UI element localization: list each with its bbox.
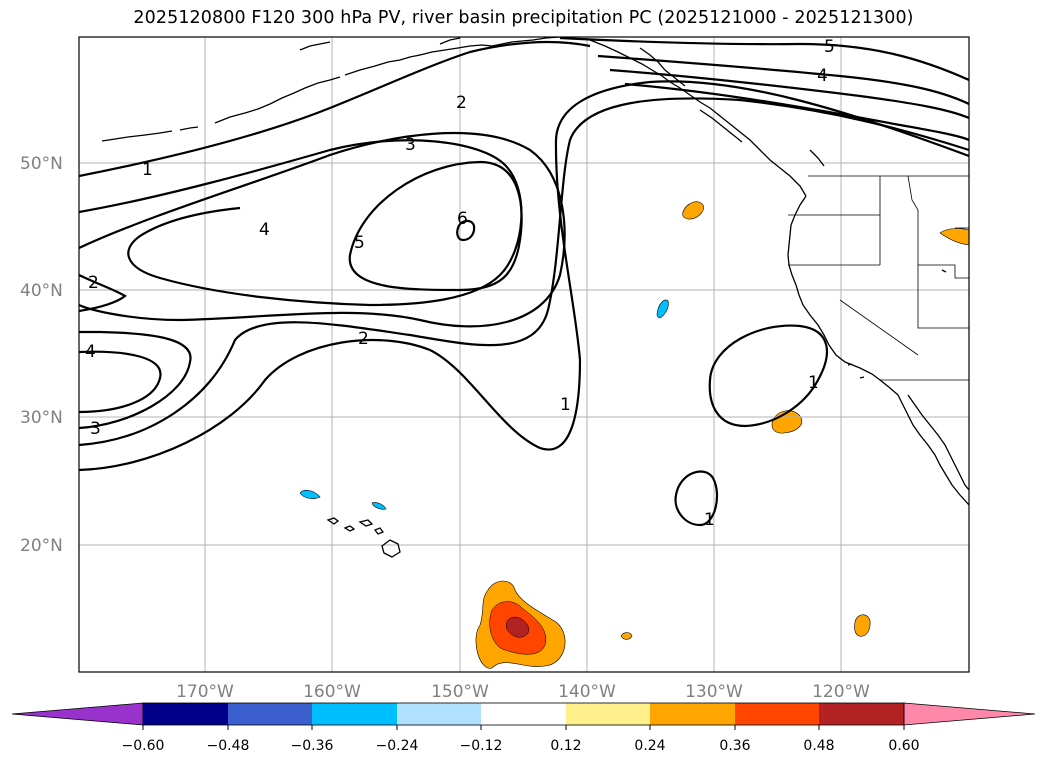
pv-label-2-a: 2 (456, 93, 467, 113)
pv-contour-3-north (609, 68, 969, 120)
precip-fill-group (299, 201, 969, 669)
pv-contour-3-ring (79, 131, 566, 328)
precip-patch-a (682, 201, 704, 220)
pv-label-1-d: 1 (704, 510, 715, 530)
pv-label-5-b: 5 (824, 37, 835, 57)
pv-contour-3-west (79, 330, 192, 430)
pv-label-6-a: 6 (457, 209, 468, 229)
pv-label-1-c: 1 (808, 373, 819, 393)
pv-label-1-a: 1 (142, 160, 153, 180)
pv-contour-6-ring (456, 219, 476, 242)
colorbar-extend-low (11, 702, 144, 726)
colorbar-bin-3 (312, 703, 397, 725)
colorbar-bin-6 (566, 703, 650, 725)
colorbar-tick-label: −0.36 (291, 738, 334, 754)
colorbar-bin-5 (481, 703, 566, 725)
lon-label-130w: 130°W (685, 682, 743, 702)
borders (788, 175, 969, 381)
lat-label-20n: 20°N (20, 536, 63, 556)
pv-contour-5-ring (348, 160, 523, 292)
pv-label-3-b: 3 (90, 419, 101, 439)
colorbar-extend-high (903, 702, 1036, 726)
pv-contour-5-north (559, 37, 969, 82)
pv-label-2-c: 2 (358, 329, 369, 349)
pv-contour-4-north (597, 54, 969, 105)
pv-label-4-a: 4 (259, 220, 270, 240)
lat-axis: 20°N 30°N 40°N 50°N (20, 154, 63, 556)
pv-contour-1-north (79, 40, 591, 178)
colorbar-tick-label: −0.24 (376, 738, 419, 754)
pv-label-4-b: 4 (85, 342, 96, 362)
pv-contour-4-ring (79, 139, 523, 307)
colorbar-bin-1 (143, 703, 228, 725)
lon-label-140w: 140°W (558, 682, 616, 702)
pv-contours (79, 37, 969, 527)
pv-label-1-b: 1 (560, 395, 571, 415)
colorbar-tick-label: −0.48 (207, 738, 250, 754)
precip-patch-d (620, 632, 633, 640)
precip-patch-blue-a (656, 299, 669, 319)
map-frame (78, 36, 970, 673)
map-title: 2025120800 F120 300 hPa PV, river basin … (133, 8, 914, 28)
colorbar-bin-2 (228, 703, 312, 725)
pv-contour-1-loop-b (674, 470, 719, 527)
colorbar: −0.60 −0.48 −0.36 −0.24 −0.12 0.12 0.24 … (11, 702, 1036, 754)
pv-contour-2-trough (79, 97, 969, 447)
pv-contour-2-west (79, 274, 127, 313)
lat-label-30n: 30°N (20, 408, 63, 428)
colorbar-tick-label: −0.60 (122, 738, 165, 754)
pv-label-3-a: 3 (405, 135, 416, 155)
precip-patch-c (854, 614, 871, 637)
precip-patch-e (939, 228, 969, 246)
colorbar-tick-label: 0.24 (634, 738, 665, 754)
pv-contour-1-trough (79, 80, 969, 472)
pv-label-4-c: 4 (817, 66, 828, 86)
colorbar-tick-label: −0.12 (460, 738, 503, 754)
map-area: 1 1 1 1 2 2 2 3 3 4 4 4 5 5 6 (79, 37, 969, 672)
lon-label-120w: 120°W (812, 682, 870, 702)
colorbar-bin-9 (819, 703, 904, 725)
pv-label-2-b: 2 (88, 273, 99, 293)
precip-blob-south-core (506, 616, 530, 638)
gridlines (79, 37, 969, 672)
coastlines (101, 37, 969, 558)
pv-contour-4-west (79, 350, 162, 414)
colorbar-bin-4 (397, 703, 481, 725)
colorbar-frame (142, 702, 905, 726)
lat-label-50n: 50°N (20, 154, 63, 174)
lat-label-40n: 40°N (20, 281, 63, 301)
precip-patch-blue-b (299, 489, 321, 499)
lon-label-170w: 170°W (176, 682, 234, 702)
colorbar-tick-label: 0.12 (550, 738, 581, 754)
lon-label-160w: 160°W (303, 682, 361, 702)
colorbar-tick-label: 0.48 (803, 738, 834, 754)
pv-label-5-a: 5 (354, 233, 365, 253)
pv-labels: 1 1 1 1 2 2 2 3 3 4 4 4 5 5 6 (85, 37, 835, 530)
lon-axis: 170°W 160°W 150°W 140°W 130°W 120°W (176, 682, 870, 702)
colorbar-bin-7 (650, 703, 735, 725)
pv-contour-1-loop-a (708, 324, 829, 428)
colorbar-bin-8 (735, 703, 819, 725)
precip-patch-blue-c (371, 502, 387, 510)
colorbar-tick-label: 0.36 (719, 738, 750, 754)
colorbar-tick-label: 0.60 (888, 738, 919, 754)
lon-label-150w: 150°W (431, 682, 489, 702)
